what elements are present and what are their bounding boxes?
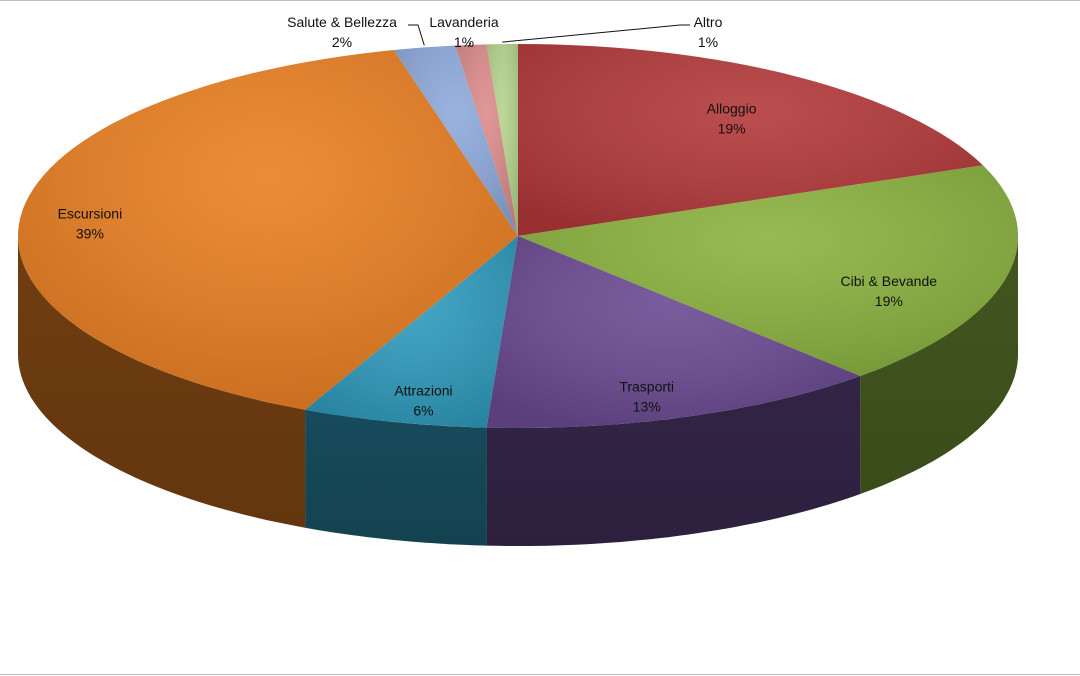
side-cibi-and-bevande [860, 236, 1018, 494]
label-escursioni: Escursioni [58, 206, 123, 222]
label-altro: Altro [694, 14, 723, 30]
pct-attrazioni: 6% [413, 402, 433, 418]
pct-altro: 1% [698, 34, 718, 50]
pct-lavanderia: 1% [454, 34, 474, 50]
pie-tops [17, 44, 1019, 428]
slice-cibi-and-bevande [518, 165, 1019, 376]
pct-salute-and-bellezza: 2% [332, 34, 352, 50]
leader-altro [502, 24, 690, 43]
label-lavanderia: Lavanderia [429, 14, 498, 30]
slice-lavanderia [455, 44, 518, 237]
slice-salute-and-bellezza [393, 45, 518, 236]
label-salute-and-bellezza: Salute & Bellezza [287, 14, 397, 30]
slice-altro [486, 44, 518, 236]
slice-trasporti [486, 236, 861, 428]
slice-escursioni [17, 50, 519, 410]
pct-cibi-and-bevande: 19% [875, 293, 903, 309]
leader-salute-and-bellezza [408, 24, 425, 46]
pie-sides [18, 236, 1018, 546]
slice-attrazioni [305, 236, 518, 428]
label-cibi-and-bevande: Cibi & Bevande [841, 273, 938, 289]
side-attrazioni [305, 409, 487, 546]
pct-alloggio: 19% [718, 120, 746, 136]
slice-labels: Alloggio 19% Cibi & Bevande 19% Trasporti 13%… [58, 14, 938, 418]
label-alloggio: Alloggio [707, 100, 757, 116]
leader-lines [408, 24, 690, 48]
pct-escursioni: 39% [76, 226, 104, 242]
label-attrazioni: Attrazioni [394, 382, 452, 398]
label-trasporti: Trasporti [619, 378, 674, 394]
side-escursioni [18, 236, 306, 528]
slice-alloggio [518, 44, 983, 236]
pct-trasporti: 13% [633, 398, 661, 414]
side-trasporti [486, 376, 861, 546]
leader-lavanderia [467, 42, 472, 48]
